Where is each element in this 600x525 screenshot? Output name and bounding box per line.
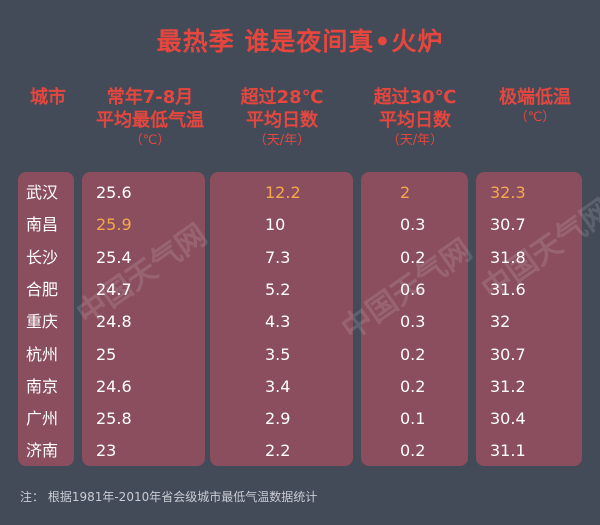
city-cell: 武汉 [26, 183, 59, 202]
panel-days30 [361, 172, 468, 466]
days30-cell: 0.3 [400, 215, 426, 235]
extreme-cell: 31.8 [490, 247, 526, 267]
header-avg-min-line2: 平均最低气温 [96, 110, 204, 131]
days30-cell: 0.1 [400, 409, 426, 429]
avg-min-cell: 25.8 [96, 409, 132, 429]
header-extreme-unit: （℃） [514, 110, 556, 125]
chart-title: 最热季 谁是夜间真•火炉 [156, 27, 444, 56]
days30-cell: 0.2 [400, 376, 426, 396]
header-days28: 超过28℃ 平均日数 （天/年） [212, 86, 352, 150]
extreme-cell: 30.4 [490, 409, 526, 429]
city-cell: 南昌 [26, 215, 59, 235]
city-cell: 合肥 [26, 279, 59, 299]
header-avg-min-unit: （℃） [129, 133, 171, 148]
days28-cell: 2.2 [265, 441, 291, 461]
header-avg-min: 常年7-8月 平均最低气温 （℃） [80, 86, 220, 150]
extreme-cell: 31.1 [490, 441, 526, 461]
extreme-cell: 32.3 [490, 183, 526, 202]
days30-cell: 2 [400, 183, 411, 202]
days28-cell: 12.2 [265, 183, 301, 202]
days30-cell: 0.3 [400, 312, 426, 332]
header-days28-line1: 超过28℃ [240, 87, 324, 108]
days28-cell: 5.2 [265, 279, 291, 299]
avg-min-cell: 24.8 [96, 312, 132, 332]
days28-cell: 10 [265, 215, 286, 235]
avg-min-cell: 25 [96, 344, 117, 364]
header-days30-line2: 平均日数 [379, 110, 451, 131]
avg-min-cell: 24.6 [96, 376, 132, 396]
city-cell: 重庆 [26, 312, 59, 332]
days30-cell: 0.2 [400, 247, 426, 267]
extreme-cell: 30.7 [490, 215, 526, 235]
days28-cell: 4.3 [265, 312, 291, 332]
header-days28-line2: 平均日数 [246, 110, 318, 131]
panel-extreme [476, 172, 582, 466]
header-days30: 超过30℃ 平均日数 （天/年） [345, 86, 485, 150]
header-avg-min-line1: 常年7-8月 [106, 87, 194, 108]
panel-city [18, 172, 74, 466]
header-days30-line1: 超过30℃ [373, 87, 457, 108]
days28-cell: 7.3 [265, 247, 291, 267]
footnote: 注： 根据1981年-2010年省会级城市最低气温数据统计 [20, 490, 318, 504]
avg-min-cell: 24.7 [96, 279, 132, 299]
avg-min-cell: 25.4 [96, 247, 132, 267]
city-cell: 南京 [26, 376, 59, 396]
city-cell: 广州 [26, 409, 59, 429]
avg-min-cell: 25.6 [96, 183, 132, 202]
days30-cell: 0.2 [400, 441, 426, 461]
header-days30-unit: （天/年） [386, 133, 444, 148]
extreme-cell: 31.6 [490, 279, 526, 299]
avg-min-cell: 25.9 [96, 215, 132, 235]
extreme-cell: 30.7 [490, 344, 526, 364]
days28-cell: 3.4 [265, 376, 291, 396]
days30-cell: 0.6 [400, 279, 426, 299]
avg-min-cell: 23 [96, 441, 117, 461]
days28-cell: 2.9 [265, 409, 291, 429]
header-days28-unit: （天/年） [253, 133, 311, 148]
city-cell: 杭州 [26, 344, 59, 364]
days30-cell: 0.2 [400, 344, 426, 364]
panel-days28 [210, 172, 353, 466]
extreme-cell: 31.2 [490, 376, 526, 396]
header-city-label: 城市 [30, 87, 66, 108]
city-cell: 长沙 [26, 247, 59, 267]
header-extreme-line1: 极端低温 [499, 87, 571, 108]
extreme-cell: 32 [490, 312, 511, 332]
days28-cell: 3.5 [265, 344, 291, 364]
header-city: 城市 [18, 86, 78, 109]
city-cell: 济南 [26, 441, 59, 461]
panel-avg-min [82, 172, 205, 466]
header-extreme: 极端低温 （℃） [470, 86, 600, 127]
